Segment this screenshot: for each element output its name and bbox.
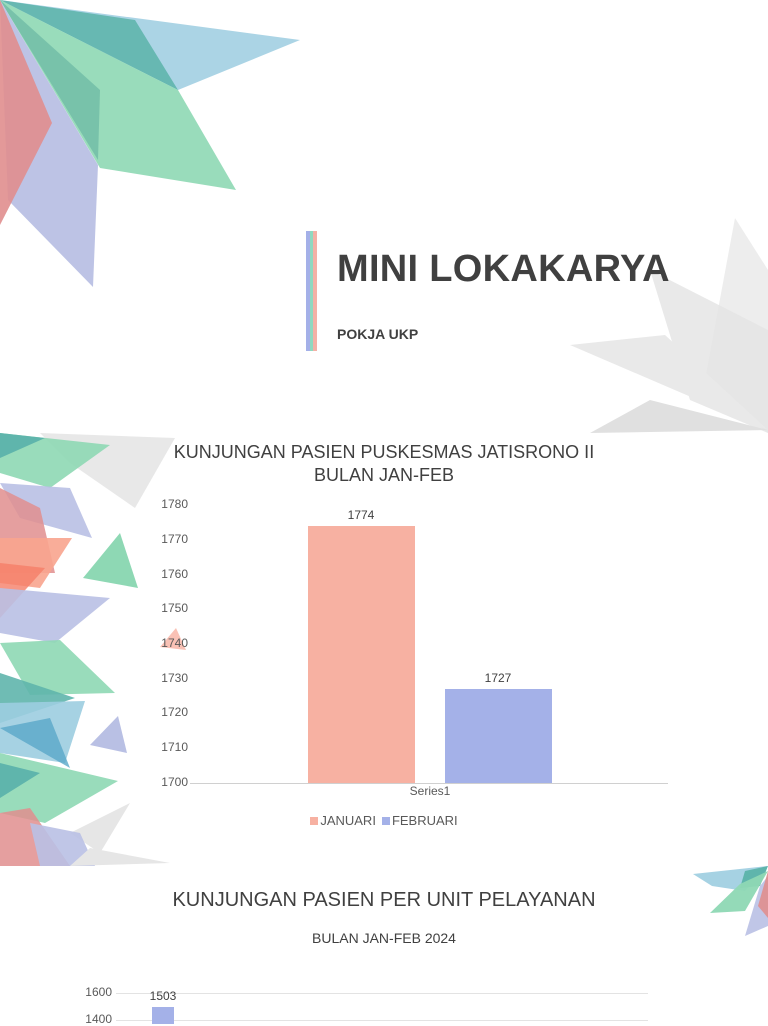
y-tick: 1780 [161, 497, 188, 511]
y-tick: 1760 [161, 567, 188, 581]
presentation-title: MINI LOKAKARYA [337, 248, 670, 290]
gridline [116, 993, 648, 994]
chart-title-line1: KUNJUNGAN PASIEN PUSKESMAS JATISRONO II [173, 442, 595, 462]
legend-label: FEBRUARI [391, 813, 458, 828]
x-axis-line [190, 783, 668, 784]
y-tick: 1770 [161, 532, 188, 546]
presentation-subtitle: POKJA UKP [337, 326, 419, 342]
y-tick: 1600 [85, 985, 112, 999]
bar-value-label: 1503 [149, 989, 177, 1003]
chart-title: KUNJUNGAN PASIEN PUSKESMAS JATISRONO II … [0, 441, 768, 487]
legend-label: JANUARI [320, 813, 376, 828]
y-tick: 1400 [85, 1012, 112, 1026]
bar-unit [152, 1007, 174, 1024]
geometric-leaf-decoration-icon [0, 0, 768, 433]
y-tick: 1740 [161, 636, 188, 650]
y-tick: 1750 [161, 601, 188, 615]
legend-item-februari: FEBRUARI [381, 813, 458, 828]
geometric-side-decoration-icon [0, 433, 186, 866]
bar-januari [308, 526, 415, 783]
chart-title-line2: BULAN JAN-FEB [313, 465, 455, 485]
y-tick: 1710 [161, 740, 188, 754]
y-tick: 1720 [161, 705, 188, 719]
legend-swatch [381, 816, 390, 825]
chart-slide-units [0, 866, 768, 1024]
title-slide: MINI LOKAKARYA POKJA UKP [0, 0, 768, 433]
chart-legend: JANUARI FEBRUARI [0, 813, 768, 828]
bar-value-label: 1727 [484, 671, 512, 685]
geometric-corner-decoration-icon [693, 866, 768, 936]
chart-title: KUNJUNGAN PASIEN PER UNIT PELAYANAN [172, 889, 596, 911]
accent-bar [306, 231, 318, 351]
x-category-label: Series1 [409, 784, 451, 798]
legend-swatch [310, 816, 319, 825]
bar-februari [445, 689, 552, 783]
y-tick: 1700 [161, 775, 188, 789]
bar-value-label: 1774 [347, 508, 375, 522]
y-tick: 1730 [161, 671, 188, 685]
gridline [116, 1020, 648, 1021]
legend-item-januari: JANUARI [310, 813, 376, 828]
chart-subtitle: BULAN JAN-FEB 2024 [312, 930, 456, 946]
